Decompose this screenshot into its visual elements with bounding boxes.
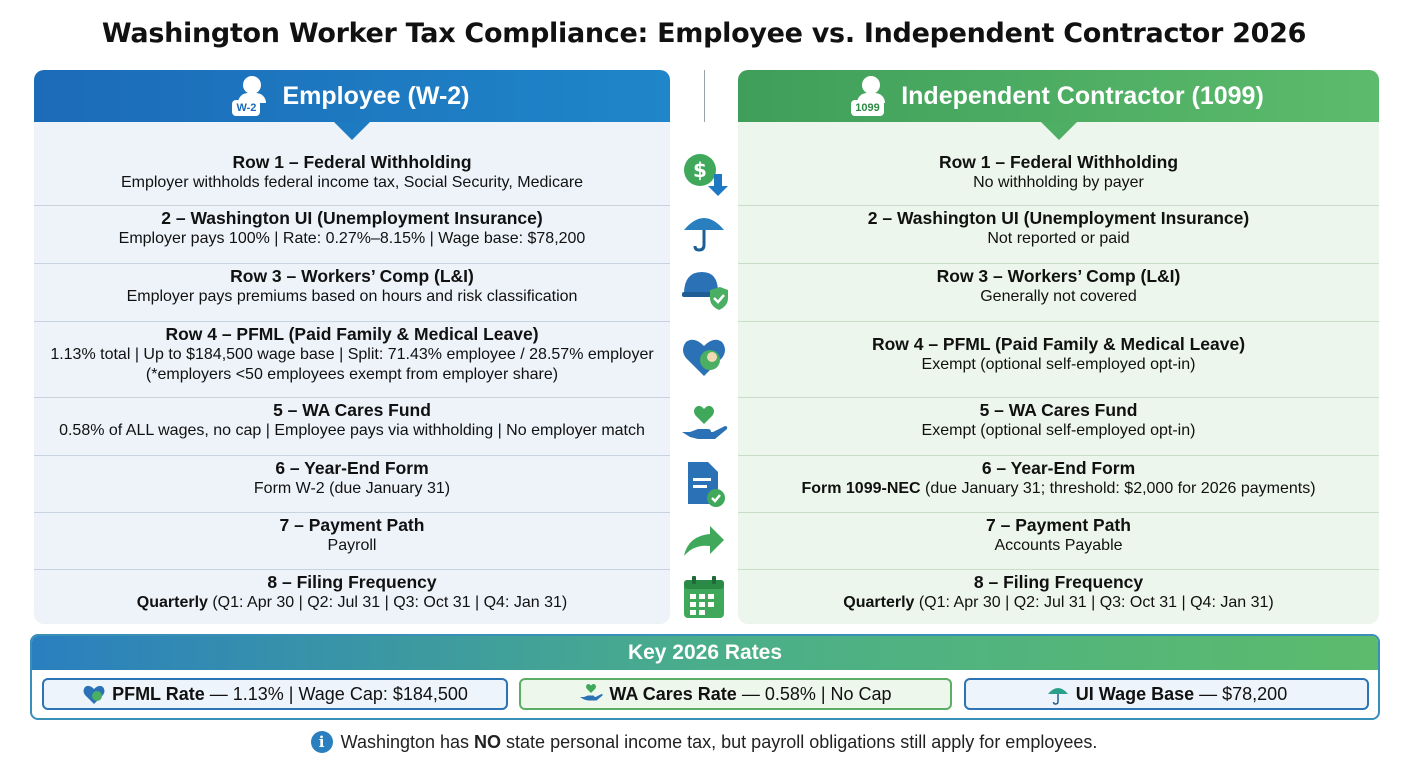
row-desc: Exempt (optional self-employed opt-in): [921, 422, 1196, 439]
chip-value: — 0.58% | No Cap: [741, 683, 892, 704]
contractor-row-8: 8 – Filing Frequency Quarterly (Q1: Apr …: [738, 569, 1379, 624]
chip-label: PFML Rate: [112, 683, 205, 704]
contractor-row-4: Row 4 – PFML (Paid Family & Medical Leav…: [738, 321, 1379, 397]
chip-value: — 1.13% | Wage Cap: $184,500: [209, 683, 468, 704]
row-title: 5 – WA Cares Fund: [273, 400, 431, 420]
row-title: 5 – WA Cares Fund: [979, 400, 1138, 420]
info-icon: i: [310, 731, 333, 753]
employee-row-4: Row 4 – PFML (Paid Family & Medical Leav…: [34, 321, 670, 397]
employee-row-1: Row 1 – Federal Withholding Employer wit…: [34, 150, 670, 206]
calendar-icon: [684, 576, 724, 618]
key-rates-title: Key 2026 Rates: [32, 636, 1378, 670]
row-desc: Quarterly (Q1: Apr 30 | Q2: Jul 31 | Q3:…: [738, 593, 1379, 613]
row-desc: No withholding by payer: [973, 174, 1144, 191]
heart-baby-icon: [683, 339, 725, 376]
employee-header-label: Employee (W-2): [282, 81, 470, 110]
wa-cares-rate-chip: WA Cares Rate — 0.58% | No Cap: [519, 678, 952, 710]
row-desc: 0.58% of ALL wages, no cap | Employee pa…: [59, 422, 645, 439]
employee-pointer: [334, 122, 370, 140]
row-desc-rest: (Q1: Apr 30 | Q2: Jul 31 | Q3: Oct 31 | …: [914, 594, 1274, 611]
employee-header: W-2 Employee (W-2): [34, 70, 670, 122]
row-desc: Not reported or paid: [987, 230, 1130, 247]
column-divider: [704, 70, 705, 122]
row-desc-bold: Form 1099-NEC: [801, 480, 921, 497]
chip-value: — $78,200: [1199, 683, 1288, 704]
document-check-icon: [688, 462, 725, 507]
row-title: Row 3 – Workers’ Comp (L&I): [230, 266, 474, 286]
row-title: 6 – Year-End Form: [275, 458, 429, 478]
key-rates-panel: Key 2026 Rates PFML Rate — 1.13% | Wage …: [30, 634, 1380, 720]
row-desc: Form 1099-NEC (due January 31; threshold…: [738, 479, 1379, 499]
row-title: 7 – Payment Path: [986, 515, 1131, 535]
contractor-badge: 1099: [851, 100, 884, 116]
contractor-column: 1099 Independent Contractor (1099) Row 1…: [738, 70, 1379, 624]
note-pre: Washington has: [340, 731, 475, 752]
row-title: Row 1 – Federal Withholding: [938, 152, 1179, 172]
contractor-row-6: 6 – Year-End Form Form 1099-NEC (due Jan…: [738, 455, 1379, 513]
dollar-withholding-icon: $: [684, 154, 728, 196]
umbrella-icon: [1047, 688, 1068, 705]
row-title: Row 4 – PFML (Paid Family & Medical Leav…: [165, 324, 539, 344]
contractor-header-label: Independent Contractor (1099): [901, 81, 1264, 110]
row-title: Row 3 – Workers’ Comp (L&I): [936, 266, 1181, 286]
contractor-row-3: Row 3 – Workers’ Comp (L&I) Generally no…: [738, 263, 1379, 321]
chip-label: UI Wage Base: [1075, 683, 1195, 704]
heart-baby-icon: [83, 685, 105, 704]
footer-note: i Washington has NO state personal incom…: [0, 731, 1408, 753]
row-desc: Quarterly (Q1: Apr 30 | Q2: Jul 31 | Q3:…: [34, 593, 670, 613]
note-text: Washington has NO state personal income …: [341, 732, 1098, 753]
employee-row-7: 7 – Payment Path Payroll: [34, 512, 670, 570]
note-post: state personal income tax, but payroll o…: [501, 731, 1098, 752]
row-desc: Employer withholds federal income tax, S…: [120, 174, 584, 191]
row-title: 2 – Washington UI (Unemployment Insuranc…: [161, 208, 543, 228]
row-desc: Employer pays 100% | Rate: 0.27%–8.15% |…: [118, 230, 586, 247]
row-desc: 1.13% total | Up to $184,500 wage base |…: [50, 346, 654, 363]
employee-column: W-2 Employee (W-2) Row 1 – Federal Withh…: [34, 70, 670, 624]
row-desc: Employer pays premiums based on hours an…: [126, 288, 578, 305]
pfml-rate-chip: PFML Rate — 1.13% | Wage Cap: $184,500: [42, 678, 508, 710]
row-title: 2 – Washington UI (Unemployment Insuranc…: [867, 208, 1250, 228]
row-title: 8 – Filing Frequency: [973, 572, 1144, 592]
row-desc-rest: (Q1: Apr 30 | Q2: Jul 31 | Q3: Oct 31 | …: [207, 594, 568, 611]
arrow-right-icon: [684, 526, 724, 556]
row-title: 8 – Filing Frequency: [267, 572, 437, 592]
ui-wage-base-chip: UI Wage Base — $78,200: [964, 678, 1369, 710]
employee-row-2: 2 – Washington UI (Unemployment Insuranc…: [34, 205, 670, 263]
row-desc: Form W-2 (due January 31): [253, 480, 451, 497]
contractor-pointer: [1041, 122, 1077, 140]
row-title: 7 – Payment Path: [279, 515, 425, 535]
row-desc: Generally not covered: [980, 288, 1137, 305]
employee-badge: W-2: [232, 100, 261, 116]
hand-heart-icon: [580, 683, 604, 701]
employee-row-6: 6 – Year-End Form Form W-2 (due January …: [34, 455, 670, 513]
hand-heart-icon: [682, 405, 728, 439]
employee-row-3: Row 3 – Workers’ Comp (L&I) Employer pay…: [34, 263, 670, 321]
svg-text:$: $: [693, 158, 707, 182]
employee-row-8: 8 – Filing Frequency Quarterly (Q1: Apr …: [34, 569, 670, 624]
row-desc-note: (*employers <50 employees exempt from em…: [145, 366, 559, 383]
contractor-row-7: 7 – Payment Path Accounts Payable: [738, 512, 1379, 570]
row-desc: Payroll: [327, 537, 377, 554]
contractor-row-5: 5 – WA Cares Fund Exempt (optional self-…: [738, 397, 1379, 455]
row-title: Row 4 – PFML (Paid Family & Medical Leav…: [871, 334, 1246, 354]
employee-row-5: 5 – WA Cares Fund 0.58% of ALL wages, no…: [34, 397, 670, 455]
row-desc: Exempt (optional self-employed opt-in): [921, 356, 1196, 373]
note-bold: NO: [474, 731, 502, 752]
row-desc-bold: Quarterly: [136, 594, 208, 611]
employee-person-icon: W-2: [232, 74, 270, 118]
row-desc-bold: Quarterly: [843, 594, 915, 611]
row-title: Row 1 – Federal Withholding: [232, 152, 472, 172]
page-title: Washington Worker Tax Compliance: Employ…: [101, 18, 1307, 49]
umbrella-icon: [684, 218, 724, 252]
contractor-row-1: Row 1 – Federal Withholding No withholdi…: [738, 150, 1379, 206]
contractor-header: 1099 Independent Contractor (1099): [738, 70, 1379, 122]
contractor-row-2: 2 – Washington UI (Unemployment Insuranc…: [738, 205, 1379, 263]
chip-label: WA Cares Rate: [609, 683, 737, 704]
contractor-person-icon: 1099: [851, 74, 889, 118]
hard-hat-shield-icon: [682, 272, 728, 310]
row-desc-rest: (due January 31; threshold: $2,000 for 2…: [920, 480, 1316, 497]
row-desc: Accounts Payable: [994, 537, 1123, 554]
row-title: 6 – Year-End Form: [981, 458, 1136, 478]
